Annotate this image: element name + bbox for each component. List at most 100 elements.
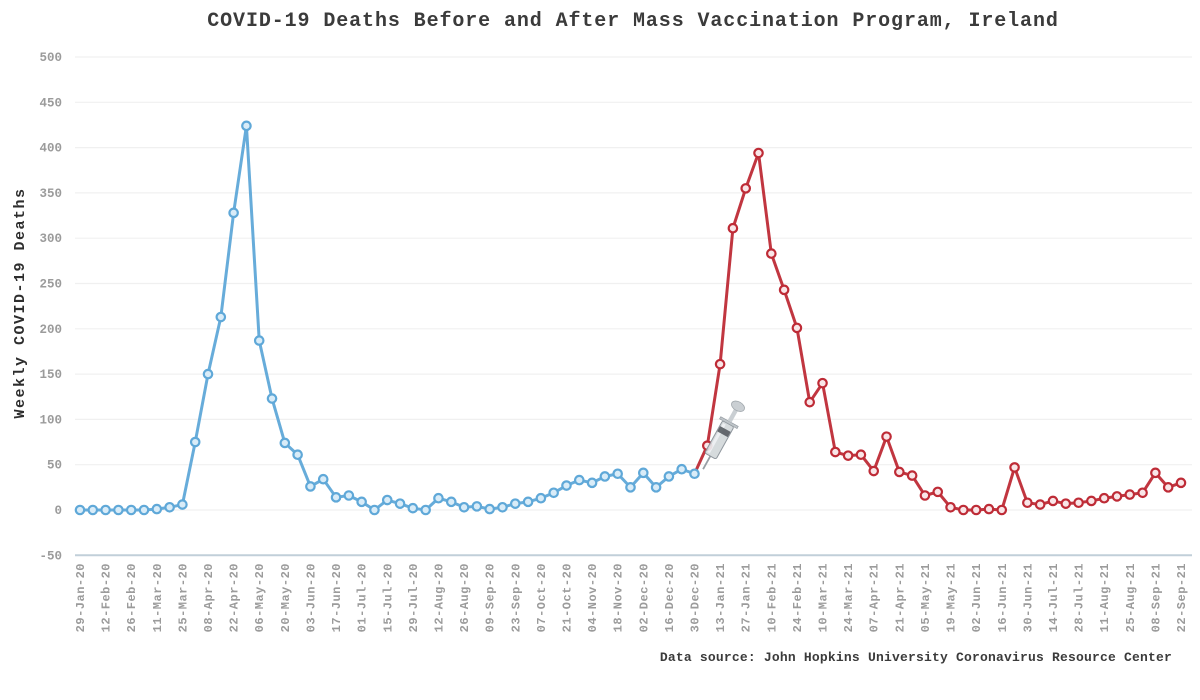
x-tick-label: 24-Feb-21 xyxy=(791,563,805,632)
syringe-plunger-seal xyxy=(717,426,731,438)
x-tick-label: 24-Mar-21 xyxy=(842,563,856,632)
data-point xyxy=(1124,489,1136,500)
y-axis-title: Weekly COVID-19 Deaths xyxy=(12,187,29,418)
data-point xyxy=(113,504,124,516)
y-tick-label: 450 xyxy=(39,96,62,110)
x-tick-label: 25-Aug-21 xyxy=(1124,563,1138,632)
data-point xyxy=(343,490,355,501)
data-point xyxy=(1009,462,1020,473)
y-tick-label: 50 xyxy=(47,459,62,473)
data-point xyxy=(958,504,969,516)
x-tick-label: 16-Dec-20 xyxy=(663,563,677,632)
data-point xyxy=(804,396,816,408)
y-tick-label: 500 xyxy=(39,51,62,65)
data-point xyxy=(1162,482,1174,493)
data-point xyxy=(189,436,201,448)
data-point xyxy=(906,470,918,481)
data-point xyxy=(740,183,752,194)
x-tick-label: 08-Apr-20 xyxy=(202,563,216,632)
data-point xyxy=(356,496,367,508)
data-point xyxy=(830,446,841,458)
x-tick-label: 12-Feb-20 xyxy=(100,563,114,632)
data-point xyxy=(586,477,598,489)
x-tick-label: 13-Jan-21 xyxy=(714,563,728,632)
data-point xyxy=(791,322,803,334)
series-markers-after-mass-vaccination xyxy=(702,147,1187,516)
x-tick-label: 11-Aug-21 xyxy=(1098,563,1112,632)
x-tick-label: 28-Jul-21 xyxy=(1073,563,1087,632)
data-point xyxy=(1098,492,1110,504)
data-point xyxy=(561,480,572,491)
data-point xyxy=(766,248,777,259)
y-tick-label: -50 xyxy=(39,549,62,563)
data-point xyxy=(151,503,163,515)
data-point xyxy=(548,487,559,499)
data-point xyxy=(407,502,419,514)
data-point xyxy=(522,496,534,508)
data-point xyxy=(433,492,444,504)
data-point xyxy=(458,501,470,513)
y-tick-label: 300 xyxy=(39,232,62,246)
x-tick-label: 16-Jun-21 xyxy=(996,563,1010,632)
x-tick-label: 12-Aug-20 xyxy=(432,563,446,632)
data-point xyxy=(612,468,623,480)
syringe-needle xyxy=(702,453,713,470)
data-point xyxy=(253,335,265,346)
x-tick-label: 26-Aug-20 xyxy=(458,563,472,632)
x-tick-label: 22-Sep-21 xyxy=(1175,563,1189,632)
data-point xyxy=(330,492,342,503)
data-point xyxy=(266,393,278,404)
y-tick-label: 0 xyxy=(54,504,62,518)
x-tick-label: 18-Nov-20 xyxy=(612,563,626,632)
x-tick-label: 23-Sep-20 xyxy=(509,563,523,632)
series-line-before-mass-vaccination xyxy=(78,124,697,512)
data-point xyxy=(625,482,636,493)
data-point xyxy=(714,358,726,370)
data-point xyxy=(817,377,828,389)
data-point xyxy=(292,449,303,461)
x-tick-label: 07-Apr-21 xyxy=(868,563,882,632)
x-tick-label: 10-Mar-21 xyxy=(817,563,831,632)
data-point xyxy=(1060,498,1072,509)
data-point xyxy=(970,504,982,516)
data-point xyxy=(317,473,329,485)
x-tick-label: 26-Feb-20 xyxy=(125,563,139,632)
data-point xyxy=(509,498,521,509)
data-point xyxy=(100,504,111,516)
data-point xyxy=(932,486,944,498)
x-tick-label: 04-Nov-20 xyxy=(586,563,600,632)
x-tick-label: 11-Mar-20 xyxy=(151,563,165,632)
x-tick-label: 14-Jul-21 xyxy=(1047,563,1061,632)
data-point xyxy=(535,492,547,504)
data-point xyxy=(650,482,662,493)
data-source-note: Data source: John Hopkins University Cor… xyxy=(659,650,1172,665)
data-point xyxy=(74,504,86,516)
data-point xyxy=(445,496,457,508)
x-tick-label: 02-Jun-21 xyxy=(970,563,984,632)
x-tick-label: 03-Jun-20 xyxy=(304,563,318,632)
x-tick-labels: 29-Jan-20 12-Feb-20 26-Feb-20 11-Mar-20 25-M… xyxy=(74,563,1189,632)
data-point xyxy=(138,504,150,516)
data-point xyxy=(945,501,956,513)
x-tick-label: 27-Jan-21 xyxy=(740,563,754,632)
data-point xyxy=(778,284,790,296)
x-tick-label: 10-Feb-21 xyxy=(765,563,779,632)
x-tick-label: 09-Sep-20 xyxy=(484,563,498,632)
data-point xyxy=(689,468,700,480)
data-point xyxy=(1047,495,1059,507)
x-tick-label: 30-Jun-21 xyxy=(1021,563,1035,632)
data-point xyxy=(894,466,905,478)
data-point xyxy=(573,474,585,486)
data-point xyxy=(881,431,892,442)
y-tick-label: 350 xyxy=(39,187,62,201)
data-point xyxy=(1034,499,1046,510)
data-point xyxy=(638,467,649,479)
data-point xyxy=(87,504,99,516)
x-tick-label: 29-Jul-20 xyxy=(407,563,421,632)
data-point xyxy=(279,437,291,449)
data-point xyxy=(868,465,880,477)
x-tick-label: 08-Sep-21 xyxy=(1149,563,1163,632)
data-point xyxy=(1150,467,1161,479)
